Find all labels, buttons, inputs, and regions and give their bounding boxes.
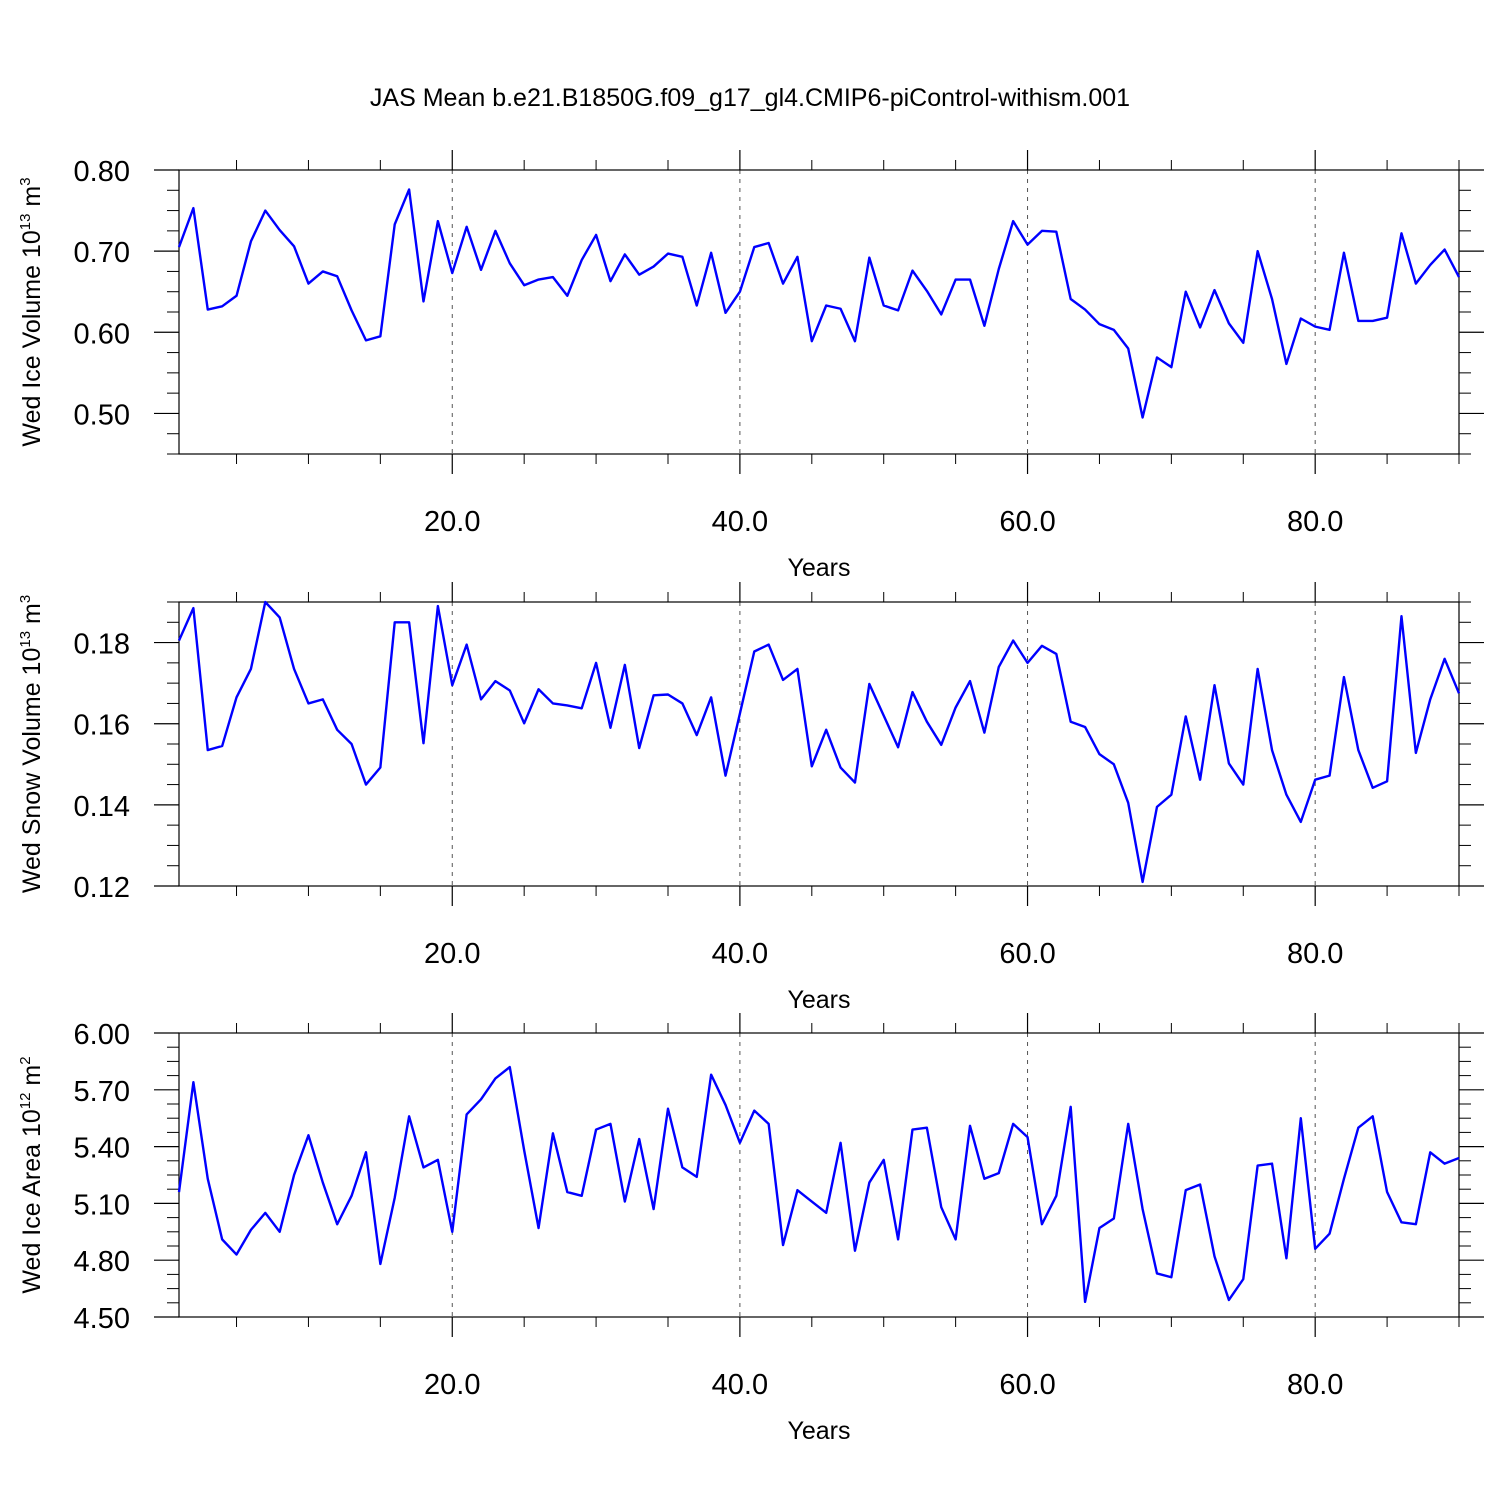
panel-1: 20.0 40.0 60.0 80.0 Years 0.50 0.60 0.70 0.80 Wed… [17, 150, 1484, 582]
data-series-line [177, 188, 1461, 419]
x-tick-label: 40.0 [712, 1369, 768, 1401]
y-tick-label: 0.16 [74, 710, 130, 742]
y-tick-label: 0.14 [74, 791, 130, 823]
y-tick-label: 0.70 [74, 237, 130, 269]
data-series-line [177, 600, 1461, 884]
y-tick-label: 5.10 [74, 1189, 130, 1221]
plot-frame [178, 169, 1460, 455]
x-tick-label: 80.0 [1287, 506, 1343, 538]
y-tick-label: 0.50 [74, 399, 130, 431]
y-axis-label: Wed Snow Volume 1013 m3 [17, 595, 46, 893]
x-tick-label: 60.0 [999, 938, 1055, 970]
x-tick-label: 20.0 [424, 1369, 480, 1401]
y-tick-label: 4.80 [74, 1246, 130, 1278]
x-tick-label: 20.0 [424, 506, 480, 538]
y-tick-label: 4.50 [74, 1303, 130, 1335]
y-tick-label: 0.12 [74, 872, 130, 904]
y-tick-label: 0.60 [74, 318, 130, 350]
panel-3: 20.0 40.0 60.0 80.0 Years 4.50 4.80 5.10 5.40 5.7… [17, 1013, 1484, 1445]
y-axis-label: Wed Ice Area 1012 m2 [17, 1056, 46, 1293]
y-tick-label: 5.40 [74, 1133, 130, 1165]
x-axis-label: Years [787, 554, 850, 582]
x-tick-label: 40.0 [712, 506, 768, 538]
x-axis-label: Years [787, 1417, 850, 1445]
x-tick-label: 40.0 [712, 938, 768, 970]
x-tick-label: 60.0 [999, 506, 1055, 538]
y-tick-label: 0.18 [74, 629, 130, 661]
data-series-line [177, 1065, 1460, 1304]
y-tick-label: 0.80 [74, 156, 130, 188]
y-tick-label: 5.70 [74, 1076, 130, 1108]
plot-frame [178, 601, 1460, 887]
x-tick-label: 60.0 [999, 1369, 1055, 1401]
x-axis-label: Years [787, 986, 850, 1014]
x-tick-label: 80.0 [1287, 938, 1343, 970]
x-tick-label: 20.0 [424, 938, 480, 970]
y-tick-label: 6.00 [74, 1019, 130, 1051]
plot-frame [178, 1032, 1460, 1318]
y-axis-label: Wed Ice Volume 1013 m3 [17, 177, 46, 446]
figure-title: JAS Mean b.e21.B1850G.f09_g17_gl4.CMIP6-… [370, 84, 1130, 112]
panels: 20.0 40.0 60.0 80.0 Years 0.50 0.60 0.70 0.80 Wed… [17, 150, 1484, 1445]
panel-2: 20.0 40.0 60.0 80.0 Years 0.12 0.14 0.16 0.18 Wed… [17, 582, 1484, 1014]
x-tick-label: 80.0 [1287, 1369, 1343, 1401]
